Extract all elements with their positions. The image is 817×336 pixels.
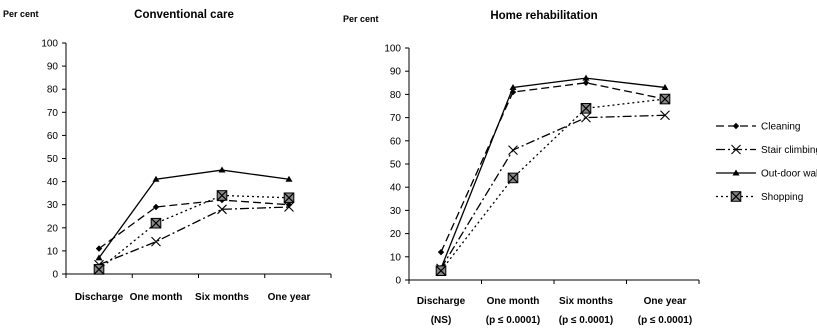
y-tick-label: 80 xyxy=(47,85,59,96)
data-point xyxy=(285,201,293,208)
series-shopping xyxy=(93,190,295,275)
chart-conventional-care: Conventional care Per cent 0 10 20 30 40 50 60 70… xyxy=(3,9,332,303)
data-point xyxy=(284,202,294,212)
chart-home-rehabilitation: Home rehabilitation Per cent 0 10 20 30 40 50 60… xyxy=(343,10,700,326)
legend-label: Out-door walking xyxy=(761,169,817,180)
y-tick-label: 50 xyxy=(47,154,59,165)
data-point-cross xyxy=(216,190,228,201)
legend-item: Out-door walking xyxy=(716,169,817,180)
y-tick-label: 40 xyxy=(390,183,402,194)
data-point-cross xyxy=(283,192,295,203)
series-line xyxy=(98,194,290,270)
series-line xyxy=(98,169,290,259)
x-tick-label: One year xyxy=(644,296,687,307)
y-tick-label: 40 xyxy=(47,177,59,188)
y-tick-label: 90 xyxy=(47,62,59,73)
y-tick-label: 70 xyxy=(390,113,402,124)
data-point-cross xyxy=(150,217,162,229)
y-tick-label: 70 xyxy=(47,108,59,119)
series-line xyxy=(98,206,290,266)
legend-item: Shopping xyxy=(716,191,803,203)
data-point xyxy=(661,83,669,90)
series-shopping xyxy=(435,93,671,277)
data-point xyxy=(508,145,518,155)
data-point xyxy=(95,245,103,252)
x-tick-label: One month xyxy=(130,292,183,303)
legend-item: Cleaning xyxy=(716,122,800,133)
y-tick-label: 0 xyxy=(395,276,401,287)
series-line xyxy=(440,77,666,269)
data-point-cross xyxy=(435,265,447,276)
legend-label: Shopping xyxy=(761,192,803,203)
legend-marker-cross xyxy=(730,191,742,202)
y-tick-label: 10 xyxy=(47,246,59,257)
data-point xyxy=(582,74,590,81)
x-tick-label: Six months xyxy=(559,296,613,307)
legend-marker xyxy=(731,144,741,155)
data-point xyxy=(218,166,226,173)
y-tick-label: 90 xyxy=(390,67,402,78)
x-tick-sublabel: (NS) xyxy=(431,315,452,326)
y-axis-label: Per cent xyxy=(343,14,379,24)
y-tick-label: 50 xyxy=(390,160,402,171)
series-line xyxy=(440,82,666,253)
x-tick-sublabel: (p ≤ 0.0001) xyxy=(486,315,540,326)
data-point-cross xyxy=(93,264,105,275)
y-tick-label: 100 xyxy=(384,44,401,55)
y-tick-label: 20 xyxy=(390,229,402,240)
y-tick-label: 60 xyxy=(47,131,59,142)
x-tick-label: Six months xyxy=(195,292,249,303)
x-tick-sublabel: (p ≤ 0.0001) xyxy=(638,315,692,326)
y-tick-label: 10 xyxy=(390,252,402,263)
legend-label: Cleaning xyxy=(761,122,800,133)
x-tick-label: One month xyxy=(487,296,540,307)
data-point xyxy=(152,203,160,211)
y-tick-label: 30 xyxy=(47,200,59,211)
x-tick-label: Discharge xyxy=(417,296,466,307)
data-point xyxy=(581,112,591,123)
data-point xyxy=(582,79,590,86)
chart-title: Conventional care xyxy=(134,9,234,21)
y-tick-label: 60 xyxy=(390,136,402,147)
series-out-door-walking xyxy=(437,74,669,271)
x-tick-label: One year xyxy=(268,292,311,303)
y-tick-label: 100 xyxy=(41,39,58,50)
series-line xyxy=(440,114,666,269)
data-point-cross xyxy=(659,93,671,105)
data-point xyxy=(437,248,445,256)
data-point-cross xyxy=(507,172,519,184)
y-tick-label: 80 xyxy=(390,90,402,101)
legend: Cleaning Stair climbing Out-door walking Sh… xyxy=(716,122,817,203)
y-tick-label: 0 xyxy=(52,270,58,281)
data-point xyxy=(151,236,161,247)
legend-item: Stair climbing xyxy=(716,144,817,156)
data-point xyxy=(509,88,517,96)
data-point xyxy=(217,204,227,215)
series-stair-climbing xyxy=(94,202,294,270)
legend-marker xyxy=(732,169,740,176)
chart-title: Home rehabilitation xyxy=(490,10,597,22)
series-cleaning xyxy=(437,79,669,256)
data-point xyxy=(95,254,103,261)
y-tick-label: 20 xyxy=(47,223,59,234)
data-point-cross xyxy=(580,103,592,114)
data-point xyxy=(285,175,293,182)
series-out-door-walking xyxy=(95,166,293,261)
data-point xyxy=(152,175,160,182)
legend-marker xyxy=(732,122,740,130)
legend-label: Stair climbing xyxy=(761,145,817,156)
data-point xyxy=(660,110,670,121)
series-line xyxy=(98,199,290,250)
x-tick-sublabel: (p ≤ 0.0001) xyxy=(559,315,613,326)
x-tick-label: Discharge xyxy=(75,292,124,303)
series-cleaning xyxy=(95,196,293,252)
y-tick-label: 30 xyxy=(390,206,402,217)
y-axis-label: Per cent xyxy=(3,9,39,19)
data-point xyxy=(509,83,517,90)
